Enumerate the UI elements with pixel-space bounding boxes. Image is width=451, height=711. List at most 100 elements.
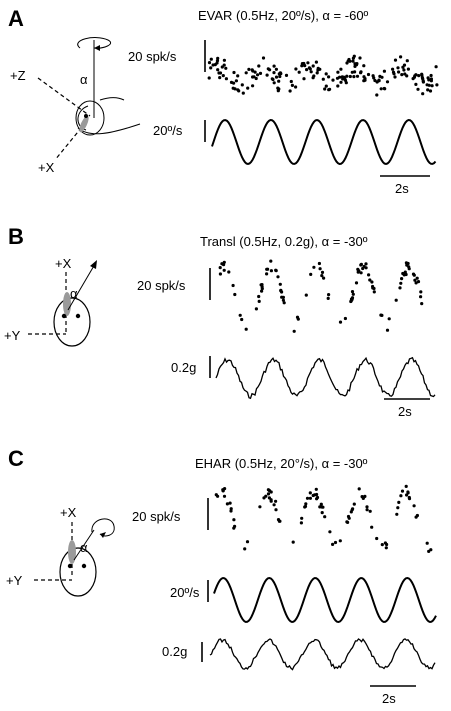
panel-a-title: EVAR (0.5Hz, 20º/s), α = -60º xyxy=(198,8,369,23)
spike-rate-point xyxy=(331,542,335,547)
spike-rate-point xyxy=(333,540,338,545)
head-ellipse-icon xyxy=(59,547,97,597)
spike-rate-point xyxy=(240,83,244,87)
spike-rate-point xyxy=(289,79,293,84)
panel-a-velocity-scale-label: 20º/s xyxy=(153,123,183,138)
spike-rate-point xyxy=(247,67,251,71)
spike-rate-point xyxy=(254,307,258,311)
spike-rate-point xyxy=(375,536,379,541)
spike-rate-point xyxy=(365,505,369,509)
spike-rate-point xyxy=(227,270,231,274)
spike-rate-point xyxy=(326,296,330,300)
spike-rate-point xyxy=(256,73,260,77)
spike-rate-point xyxy=(314,60,318,64)
spike-rate-point xyxy=(300,64,304,68)
spike-rate-point xyxy=(306,61,310,65)
axis-label-plus-z: +Z xyxy=(10,68,26,83)
spike-rate-point xyxy=(265,73,269,77)
spike-rate-point xyxy=(246,86,250,90)
spike-rate-point xyxy=(399,281,403,285)
spike-rate-point xyxy=(367,273,371,277)
spike-rate-point xyxy=(311,64,315,68)
spike-rate-point xyxy=(217,71,221,75)
spike-rate-point xyxy=(317,261,321,266)
spike-rate-point xyxy=(336,70,340,74)
spike-rate-point xyxy=(216,68,220,72)
spike-rate-point xyxy=(393,58,398,62)
spike-rate-point xyxy=(401,65,405,69)
spike-rate-point xyxy=(272,71,276,75)
spike-rate-point xyxy=(299,521,303,525)
spike-rate-point xyxy=(387,317,391,321)
spike-rate-point xyxy=(250,68,254,72)
panel-c-velocity-scale-label: 20º/s xyxy=(170,585,200,600)
spike-rate-point xyxy=(315,492,319,497)
spike-rate-point xyxy=(281,298,285,302)
spike-rate-point xyxy=(416,87,420,91)
spike-rate-point xyxy=(407,265,411,269)
spike-rate-point xyxy=(320,270,325,274)
spike-rate-point xyxy=(302,61,306,66)
spike-rate-point xyxy=(272,503,276,507)
spike-rate-point xyxy=(426,76,430,80)
spike-rate-point xyxy=(222,58,226,62)
spike-rate-point xyxy=(417,74,421,78)
spike-rate-point xyxy=(244,327,248,331)
spike-rate-point xyxy=(350,297,354,301)
panel-c-orientation-diagram: +X +Y α xyxy=(6,505,115,597)
spike-rate-point xyxy=(399,55,403,59)
spike-rate-point xyxy=(327,293,331,297)
spike-rate-point xyxy=(251,84,255,88)
spike-rate-point xyxy=(412,504,416,508)
spike-rate-point xyxy=(358,56,362,60)
spike-rate-point xyxy=(355,74,360,78)
panel-a-time-scale-label: 2s xyxy=(395,181,409,196)
spike-rate-point xyxy=(383,87,387,91)
spike-rate-point xyxy=(375,80,379,84)
spike-rate-point xyxy=(415,513,419,518)
eye-dot-icon xyxy=(81,563,87,569)
spike-rate-point xyxy=(320,510,324,515)
spike-rate-point xyxy=(406,67,410,71)
spike-rate-point xyxy=(419,295,423,299)
spike-rate-point xyxy=(209,66,213,70)
spike-rate-point xyxy=(384,546,388,550)
spike-rate-point xyxy=(324,72,328,76)
spike-rate-point xyxy=(361,266,365,271)
spike-rate-point xyxy=(320,274,324,278)
spike-rate-point xyxy=(328,87,332,91)
spike-rate-point xyxy=(288,89,292,93)
spike-rate-point xyxy=(351,292,355,296)
spike-rate-point xyxy=(413,278,417,282)
spike-rate-point xyxy=(278,74,282,79)
spike-rate-point xyxy=(269,269,273,273)
spike-rate-point xyxy=(309,70,313,74)
spike-rate-point xyxy=(352,75,356,79)
spike-rate-point xyxy=(265,272,269,276)
spike-rate-point xyxy=(269,498,273,502)
spike-rate-point xyxy=(359,263,363,267)
spike-rate-point xyxy=(253,70,257,74)
spike-rate-point xyxy=(309,272,313,276)
spike-rate-point xyxy=(295,315,300,319)
spike-rate-point xyxy=(307,66,311,70)
spike-rate-point xyxy=(316,66,320,70)
spike-rate-point xyxy=(233,292,237,297)
spike-rate-point xyxy=(425,541,429,545)
rotation-arrowhead-icon xyxy=(94,45,100,51)
spike-rate-point xyxy=(339,67,343,71)
spike-rate-point xyxy=(266,267,270,271)
spike-rate-point xyxy=(320,505,324,509)
spike-rate-point xyxy=(353,62,357,66)
spike-rate-point xyxy=(277,87,281,91)
spike-rate-point xyxy=(277,79,281,83)
spike-rate-point xyxy=(392,72,396,76)
spike-rate-point xyxy=(305,68,309,72)
spike-rate-point xyxy=(294,67,298,71)
panel-b-orientation-diagram: +X +Y α xyxy=(4,256,97,347)
spike-rate-point xyxy=(274,67,278,71)
spike-rate-point xyxy=(350,290,355,294)
spike-rate-point xyxy=(382,69,386,73)
panel-b: B Transl (0.5Hz, 0.2g), α = -30º +X +Y α… xyxy=(4,224,436,419)
